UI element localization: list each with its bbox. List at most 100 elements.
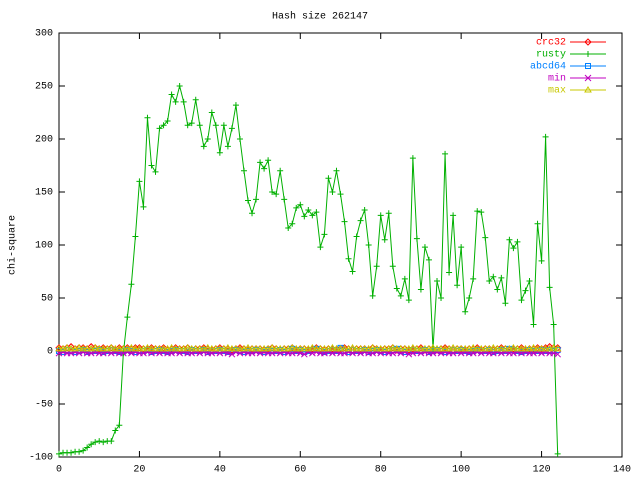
- data-point: [341, 218, 348, 225]
- data-point: [337, 191, 344, 198]
- data-point: [449, 343, 457, 351]
- data-point: [128, 281, 135, 288]
- data-point: [385, 210, 392, 217]
- data-point: [352, 344, 361, 352]
- data-point: [96, 438, 103, 445]
- data-point: [100, 439, 107, 446]
- data-point: [514, 238, 521, 245]
- legend-label: rusty: [536, 50, 566, 61]
- data-point: [313, 209, 320, 216]
- data-point: [265, 157, 272, 164]
- data-point: [506, 236, 513, 243]
- data-point: [550, 321, 557, 328]
- data-point: [187, 344, 196, 352]
- data-point: [116, 422, 123, 429]
- data-point: [478, 209, 485, 216]
- data-point: [257, 159, 264, 166]
- data-point: [183, 344, 192, 352]
- data-point: [188, 120, 195, 127]
- data-point: [224, 343, 232, 351]
- data-point: [224, 143, 231, 150]
- y-tick-label: 50: [41, 294, 53, 305]
- legend-marker: [584, 74, 592, 82]
- data-point: [409, 155, 416, 162]
- data-point: [392, 344, 401, 352]
- data-point: [175, 344, 184, 352]
- data-point: [381, 236, 388, 243]
- data-point: [336, 344, 345, 352]
- data-point: [473, 344, 482, 352]
- data-point: [537, 344, 546, 352]
- data-point: [232, 344, 240, 352]
- data-point: [111, 344, 120, 352]
- data-point: [119, 344, 128, 352]
- data-point: [457, 344, 466, 352]
- data-point: [361, 207, 368, 214]
- x-tick-label: 80: [375, 465, 387, 476]
- data-point: [509, 343, 518, 351]
- data-point: [272, 344, 281, 352]
- data-point: [216, 149, 223, 156]
- x-tick-label: 0: [56, 465, 62, 476]
- data-point: [67, 344, 75, 352]
- data-point: [63, 344, 71, 352]
- data-point: [498, 274, 505, 281]
- chart-title: Hash size 262147: [272, 11, 368, 23]
- data-point: [305, 207, 312, 214]
- data-point: [168, 91, 175, 98]
- data-point: [273, 191, 280, 198]
- data-point: [55, 344, 63, 352]
- data-point: [400, 344, 409, 352]
- data-point: [474, 208, 481, 215]
- data-point: [171, 344, 180, 352]
- data-point: [454, 282, 461, 289]
- legend-marker: [585, 63, 591, 69]
- data-point: [477, 344, 486, 352]
- data-point: [450, 212, 457, 219]
- data-point: [521, 344, 530, 352]
- data-point: [144, 114, 151, 121]
- data-point: [124, 314, 131, 321]
- data-point: [269, 189, 276, 195]
- data-point: [437, 344, 445, 352]
- data-point: [76, 448, 83, 455]
- y-tick-label: 300: [35, 29, 53, 40]
- data-point: [368, 343, 377, 351]
- data-point: [296, 344, 305, 352]
- data-point: [510, 245, 517, 252]
- data-point: [369, 292, 376, 299]
- data-point: [95, 344, 104, 352]
- data-point: [333, 167, 340, 174]
- data-point: [147, 344, 156, 352]
- data-point: [207, 344, 216, 352]
- x-tick-label: 20: [133, 465, 145, 476]
- data-point: [421, 344, 429, 352]
- data-point: [268, 343, 277, 351]
- data-point: [300, 344, 309, 352]
- data-point: [462, 308, 469, 315]
- data-point: [329, 189, 336, 195]
- data-point: [542, 133, 549, 140]
- data-point: [438, 295, 445, 301]
- data-point: [167, 343, 176, 351]
- data-point: [176, 83, 183, 89]
- data-point: [191, 344, 200, 352]
- data-point: [489, 343, 498, 351]
- data-point: [228, 125, 235, 132]
- data-point: [530, 321, 537, 328]
- data-point: [522, 287, 529, 294]
- data-point: [417, 286, 424, 293]
- data-point: [248, 344, 256, 352]
- data-point: [353, 233, 360, 240]
- data-point: [195, 344, 204, 352]
- data-point: [75, 343, 83, 351]
- data-point: [131, 344, 140, 352]
- data-point: [180, 98, 187, 105]
- data-point: [421, 244, 428, 251]
- data-point: [292, 344, 301, 352]
- data-point: [140, 203, 147, 210]
- data-point: [228, 350, 236, 358]
- data-point: [377, 212, 384, 219]
- data-point: [397, 292, 404, 299]
- data-point: [332, 344, 341, 352]
